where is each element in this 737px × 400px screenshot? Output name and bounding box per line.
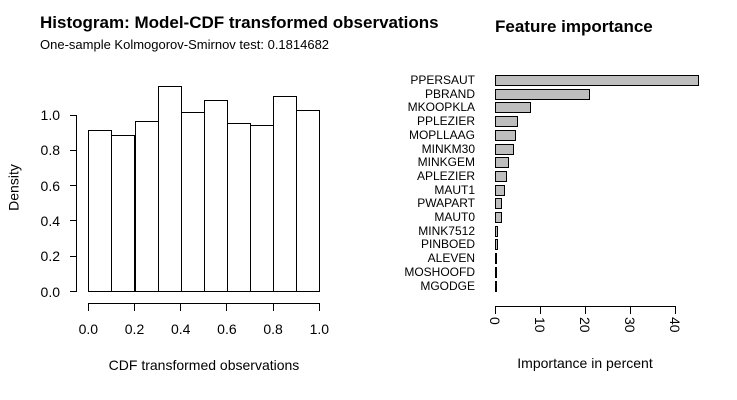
feature-label: MINK7512 <box>418 223 475 238</box>
importance-bar <box>495 212 502 223</box>
feature-label: MINKGEM <box>417 155 475 170</box>
y-axis-tick-label: 0.2 <box>40 248 60 265</box>
histogram-bar <box>273 96 298 292</box>
importance-bar <box>495 198 503 210</box>
x-axis-tick-label: 0.2 <box>124 321 145 337</box>
feature-label: PWAPART <box>417 196 475 211</box>
x-axis-tick-label: 1.0 <box>309 321 330 337</box>
feature-label: MINKM30 <box>421 141 475 156</box>
feature-label: ALEVEN <box>427 251 475 266</box>
feature-label: MGODGE <box>420 278 475 293</box>
x-axis-tick-label: 0.0 <box>78 321 99 337</box>
histogram-bar <box>134 120 159 292</box>
importance-bar <box>495 143 514 155</box>
histogram-bar <box>296 110 321 292</box>
feature-importance-x-axis-label: Importance in percent <box>517 355 653 371</box>
y-axis-tick <box>70 255 76 257</box>
feature-label: MAUT0 <box>434 210 475 224</box>
importance-bar <box>495 280 497 292</box>
x-axis-tick <box>674 306 676 314</box>
y-axis-tick-label: 1.0 <box>40 107 60 124</box>
y-axis-tick-label: 0.8 <box>40 142 60 159</box>
histogram-bar <box>157 85 182 292</box>
x-axis-tick <box>226 303 228 311</box>
feature-importance-title: Feature importance <box>495 17 653 36</box>
histogram-bar <box>111 135 136 292</box>
x-axis-tick <box>318 303 320 311</box>
feature-label: MOSHOOFD <box>404 264 475 279</box>
x-axis-tick-label: 0 <box>487 317 503 325</box>
x-axis-tick <box>87 303 89 311</box>
importance-bar <box>495 184 505 196</box>
x-axis-tick <box>539 306 541 314</box>
y-axis-tick-label: 0.6 <box>40 177 60 194</box>
y-axis-tick-label: 0.0 <box>40 283 60 300</box>
feature-label: PPLEZIER <box>416 114 475 129</box>
x-axis-tick <box>134 303 135 311</box>
x-axis-tick <box>629 306 631 314</box>
importance-bar <box>495 170 508 182</box>
x-axis-tick <box>180 303 182 311</box>
importance-bar <box>495 157 509 169</box>
x-axis-tick-label: 10 <box>532 317 548 333</box>
importance-bar <box>495 129 516 141</box>
histogram-bar <box>250 124 275 292</box>
histogram-bar <box>180 112 205 292</box>
importance-bar <box>495 266 497 278</box>
x-axis-tick <box>272 303 274 311</box>
y-axis-tick <box>70 220 76 222</box>
histogram-bar <box>203 99 228 292</box>
feature-label: PBRAND <box>424 86 475 101</box>
feature-label: MAUT1 <box>434 182 475 197</box>
y-axis-tick <box>70 149 76 151</box>
y-axis-tick <box>70 185 76 187</box>
feature-label: PPERSAUT <box>410 73 475 87</box>
importance-bar <box>495 102 531 114</box>
x-axis-tick-label: 0.6 <box>217 321 237 337</box>
importance-bar <box>495 116 518 128</box>
x-axis-tick-label: 0.8 <box>263 321 283 337</box>
histogram-subtitle: One-sample Kolmogorov-Smirnov test: 0.18… <box>40 37 330 52</box>
importance-bar <box>495 225 498 237</box>
y-axis-tick-label: 0.4 <box>40 212 60 229</box>
feature-label: MKOOPKLA <box>407 100 475 115</box>
feature-label: PINBOED <box>420 237 475 252</box>
histogram-x-axis-label: CDF transformed observations <box>108 357 300 373</box>
importance-bar <box>495 88 591 100</box>
x-axis-tick-label: 40 <box>667 317 683 333</box>
x-axis-line <box>495 306 676 307</box>
x-axis-tick <box>494 306 496 314</box>
importance-bar <box>495 239 498 251</box>
x-axis-tick-label: 0.4 <box>170 321 191 337</box>
feature-label: MOPLLAAG <box>408 127 475 142</box>
x-axis-line <box>88 303 320 304</box>
feature-label: APLEZIER <box>416 168 475 183</box>
histogram-bar <box>226 122 251 292</box>
histogram-bar <box>88 129 113 292</box>
x-axis-tick-label: 20 <box>577 317 593 333</box>
importance-bar <box>495 75 699 86</box>
importance-bar <box>495 253 497 265</box>
x-axis-tick-label: 30 <box>622 317 638 333</box>
y-axis-line <box>76 115 77 292</box>
x-axis-tick <box>584 306 586 314</box>
y-axis-tick <box>70 291 76 292</box>
histogram-title: Histogram: Model-CDF transformed observa… <box>40 13 439 32</box>
y-axis-tick <box>70 114 76 116</box>
